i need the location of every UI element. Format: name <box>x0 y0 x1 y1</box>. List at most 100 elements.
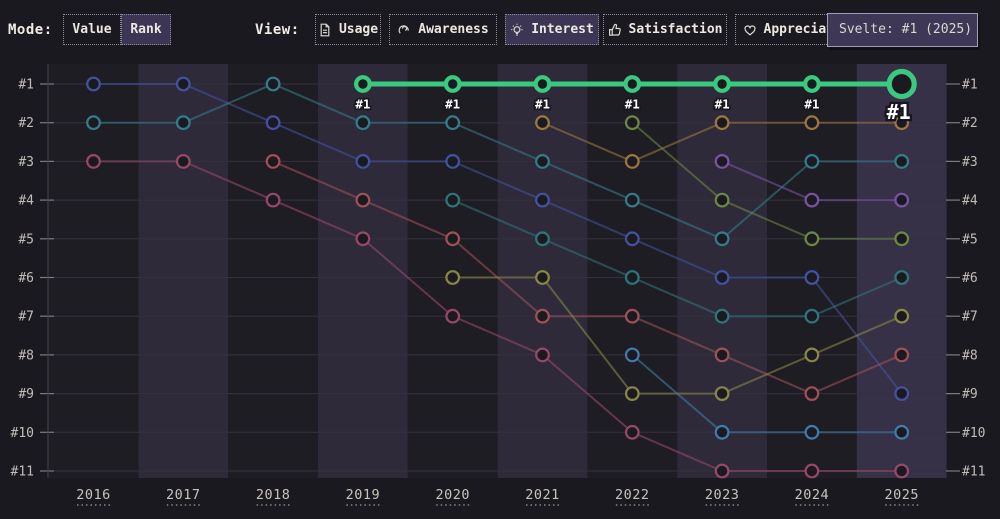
data-point-teal[interactable] <box>804 153 820 169</box>
data-point-olive-green[interactable] <box>624 115 640 131</box>
data-point-red[interactable] <box>265 153 281 169</box>
x-axis-year-label[interactable]: 2017 <box>166 487 201 503</box>
data-point-red[interactable] <box>804 386 820 402</box>
data-point-dark-teal[interactable] <box>804 308 820 324</box>
data-point-blue[interactable] <box>714 270 730 285</box>
view-interest-button[interactable]: Interest <box>505 14 599 45</box>
data-point-teal[interactable] <box>175 115 191 131</box>
data-point-rose[interactable] <box>624 424 640 440</box>
data-point-red[interactable] <box>714 347 730 363</box>
mode-rank-button[interactable]: Rank <box>121 14 171 45</box>
svelte-point[interactable] <box>354 75 372 93</box>
data-point-steel-blue[interactable] <box>714 424 730 440</box>
data-point-olive[interactable] <box>535 270 550 285</box>
data-point-steel-blue[interactable] <box>624 347 640 363</box>
rank-label-right: #11 <box>962 465 985 480</box>
data-point-blue[interactable] <box>894 386 910 402</box>
data-point-olive[interactable] <box>714 386 730 402</box>
series-line-olive-green <box>631 121 902 240</box>
data-point-rose[interactable] <box>804 463 820 479</box>
data-point-steel-blue[interactable] <box>894 424 910 440</box>
data-point-tan[interactable] <box>714 115 730 131</box>
data-point-blue[interactable] <box>535 192 550 208</box>
data-point-olive-green[interactable] <box>804 231 820 247</box>
data-point-blue[interactable] <box>355 153 371 169</box>
x-axis-year-label[interactable]: 2025 <box>884 487 919 503</box>
x-axis-year-label[interactable]: 2024 <box>795 487 830 503</box>
series-line-steel-blue <box>631 354 902 434</box>
data-point-dark-teal[interactable] <box>535 231 550 247</box>
data-point-teal[interactable] <box>445 115 461 131</box>
data-point-red[interactable] <box>355 192 371 208</box>
data-point-rose[interactable] <box>894 463 910 479</box>
rank-label-left: #1 <box>18 78 34 93</box>
view-satisfaction-label: Satisfaction <box>628 22 723 37</box>
svelte-point[interactable] <box>533 75 552 93</box>
data-point-purple[interactable] <box>714 153 730 169</box>
view-awareness-button[interactable]: Awareness <box>389 14 497 45</box>
data-point-rose[interactable] <box>355 231 371 247</box>
data-point-dark-teal[interactable] <box>714 308 730 324</box>
data-point-tan[interactable] <box>624 153 640 169</box>
data-point-rose[interactable] <box>86 153 101 169</box>
data-point-teal[interactable] <box>355 115 371 131</box>
data-point-teal[interactable] <box>265 76 281 92</box>
data-point-steel-blue[interactable] <box>804 424 820 440</box>
svelte-point[interactable] <box>886 68 917 100</box>
data-point-teal[interactable] <box>86 115 101 131</box>
document-icon <box>318 23 332 37</box>
data-point-olive[interactable] <box>804 347 820 363</box>
data-point-rose[interactable] <box>535 347 550 363</box>
data-point-red[interactable] <box>445 231 461 247</box>
data-point-teal[interactable] <box>714 231 730 247</box>
view-interest-label: Interest <box>531 22 594 37</box>
data-point-rose[interactable] <box>175 153 191 169</box>
data-point-rose[interactable] <box>445 308 461 324</box>
data-point-blue[interactable] <box>265 115 281 131</box>
data-point-dark-teal[interactable] <box>894 270 910 285</box>
data-point-purple[interactable] <box>804 192 820 208</box>
data-point-teal[interactable] <box>894 153 910 169</box>
data-point-red[interactable] <box>535 308 550 324</box>
x-axis-year-label[interactable]: 2022 <box>615 487 650 503</box>
mode-value-button[interactable]: Value <box>63 14 121 45</box>
svelte-point[interactable] <box>443 75 462 93</box>
x-axis-year-label[interactable]: 2018 <box>256 487 291 503</box>
data-point-tan[interactable] <box>804 115 820 131</box>
x-axis-year-label[interactable]: 2023 <box>705 487 740 503</box>
rank-label-left: #11 <box>11 465 34 480</box>
rank-label-left: #4 <box>18 194 34 209</box>
svelte-point[interactable] <box>803 75 821 93</box>
rank-label-left: #7 <box>18 310 34 325</box>
rank-label-right: #4 <box>962 194 978 209</box>
data-point-olive[interactable] <box>445 270 461 285</box>
view-usage-button[interactable]: Usage <box>315 14 381 45</box>
data-point-teal[interactable] <box>624 192 640 208</box>
data-point-blue[interactable] <box>624 231 640 247</box>
view-satisfaction-button[interactable]: Satisfaction <box>603 14 727 45</box>
data-point-rose[interactable] <box>714 463 730 479</box>
svelte-point[interactable] <box>623 75 642 93</box>
data-point-red[interactable] <box>894 347 910 363</box>
svelte-point[interactable] <box>713 75 731 93</box>
x-axis-year-label[interactable]: 2019 <box>346 487 381 503</box>
x-axis-year-label[interactable]: 2021 <box>525 487 560 503</box>
data-point-blue[interactable] <box>804 270 820 285</box>
data-point-dark-teal[interactable] <box>624 270 640 285</box>
data-point-blue[interactable] <box>445 153 461 169</box>
x-axis-year-label[interactable]: 2020 <box>435 487 470 503</box>
data-point-red[interactable] <box>624 308 640 324</box>
data-point-purple[interactable] <box>894 192 910 208</box>
data-point-tan[interactable] <box>535 115 550 131</box>
data-point-tan[interactable] <box>894 115 910 131</box>
data-point-teal[interactable] <box>535 153 550 169</box>
data-point-olive-green[interactable] <box>894 231 910 247</box>
data-point-olive[interactable] <box>624 386 640 402</box>
data-point-dark-teal[interactable] <box>445 192 461 208</box>
data-point-rose[interactable] <box>265 192 281 208</box>
data-point-blue[interactable] <box>175 76 191 92</box>
data-point-blue[interactable] <box>86 76 101 92</box>
x-axis-year-label[interactable]: 2016 <box>76 487 111 503</box>
data-point-olive[interactable] <box>894 308 910 324</box>
data-point-olive-green[interactable] <box>714 192 730 208</box>
